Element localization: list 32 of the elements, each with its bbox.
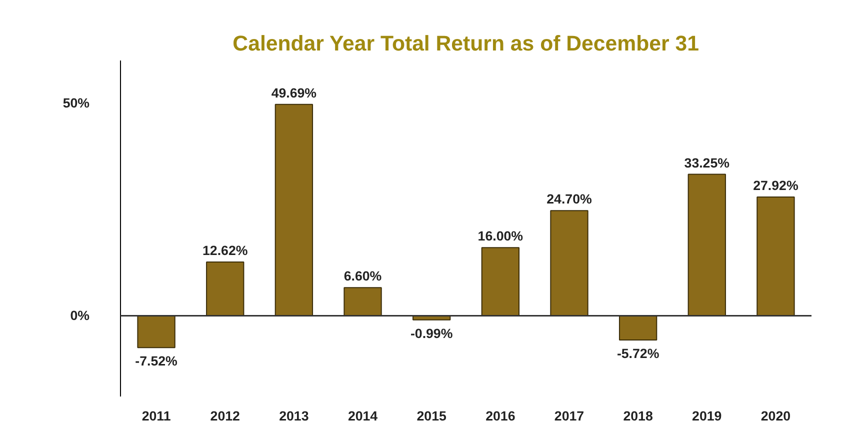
bar (481, 247, 520, 316)
y-tick-label: 0% (70, 308, 90, 324)
bar (137, 315, 176, 348)
x-tick-label: 2014 (348, 408, 378, 424)
x-tick-label: 2015 (416, 408, 447, 424)
data-label: 24.70% (546, 192, 592, 207)
x-tick-label: 2017 (554, 408, 584, 424)
data-label: 6.60% (344, 268, 382, 284)
x-tick-label: 2013 (279, 408, 309, 424)
bar (550, 210, 588, 316)
x-tick-label: 2012 (210, 408, 240, 424)
bar (618, 315, 658, 341)
data-label: 12.62% (202, 243, 248, 258)
y-tick-label: 50% (62, 96, 90, 111)
data-label: 33.25% (684, 155, 730, 170)
bar (274, 104, 314, 316)
data-label: 16.00% (478, 228, 524, 244)
x-tick-label: 2011 (142, 408, 172, 424)
x-tick-label: 2016 (486, 408, 516, 424)
x-tick-label: 2018 (623, 408, 653, 424)
bar (756, 196, 795, 316)
data-label: -0.99% (410, 326, 453, 341)
x-tick-label: 2019 (692, 408, 722, 424)
bar (688, 174, 726, 316)
chart-title: Calendar Year Total Return as of December 31 (232, 32, 700, 56)
data-label: 27.92% (753, 178, 798, 193)
bar (206, 262, 244, 316)
x-tick-label: 2020 (760, 408, 791, 424)
bar (344, 287, 382, 316)
data-label: -7.52% (135, 354, 178, 369)
data-label: 49.69% (271, 85, 317, 100)
data-label: -5.72% (616, 346, 660, 362)
